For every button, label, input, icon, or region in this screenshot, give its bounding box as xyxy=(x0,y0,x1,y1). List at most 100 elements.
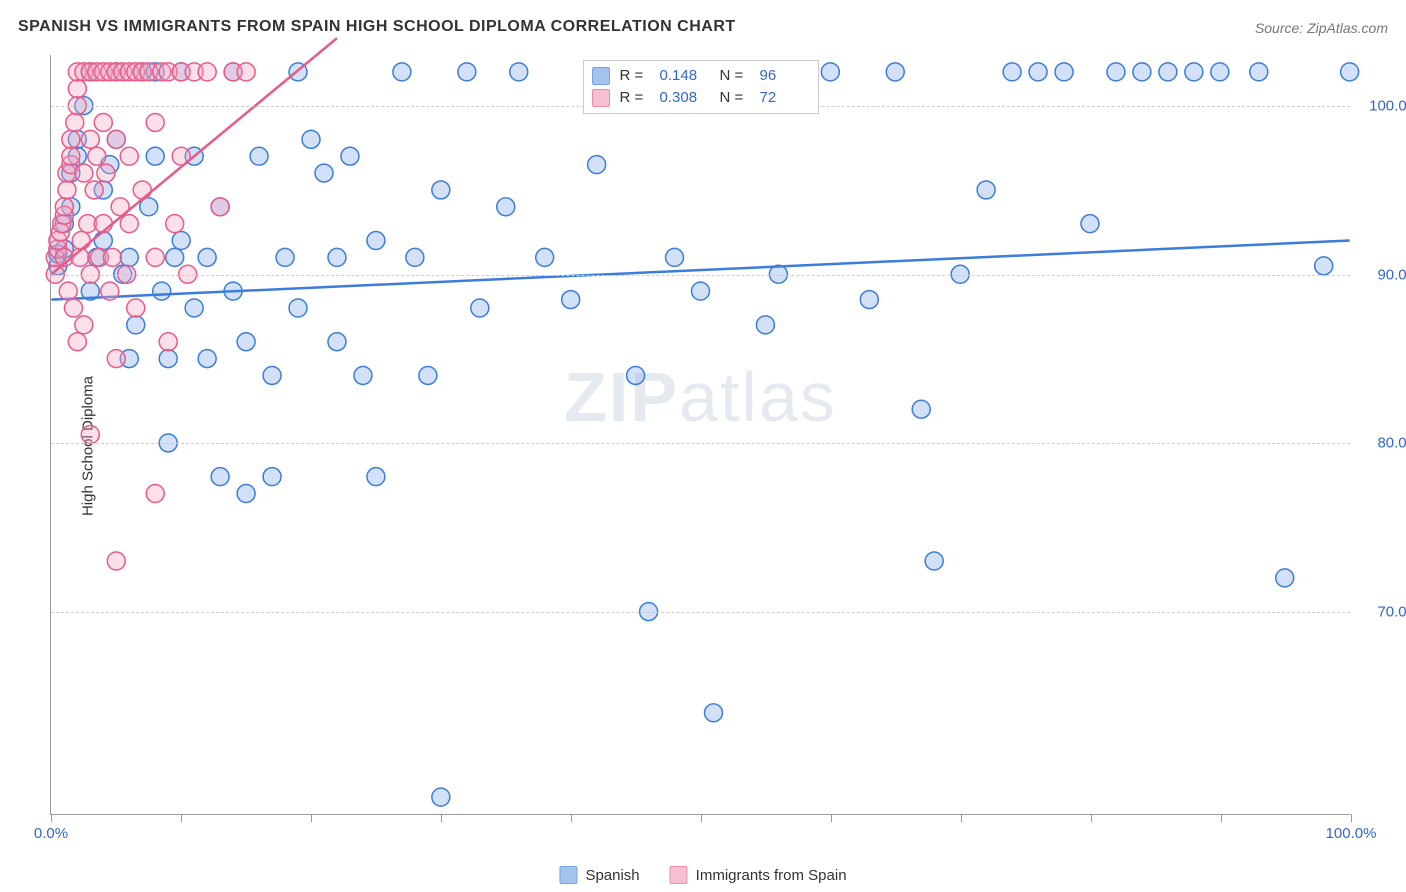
data-point xyxy=(146,113,164,131)
n-label: N = xyxy=(720,87,750,109)
y-tick-label: 70.0% xyxy=(1360,604,1406,621)
data-point xyxy=(627,366,645,384)
data-point xyxy=(432,181,450,199)
data-point xyxy=(58,181,76,199)
data-point xyxy=(886,63,904,81)
data-point xyxy=(367,468,385,486)
data-point xyxy=(94,113,112,131)
data-point xyxy=(1081,215,1099,233)
data-point xyxy=(68,333,86,351)
data-point xyxy=(276,248,294,266)
data-point xyxy=(85,181,103,199)
legend-row-immigrants: R = 0.308 N = 72 xyxy=(592,87,810,109)
data-point xyxy=(133,181,151,199)
x-tick xyxy=(701,814,702,822)
gridline xyxy=(51,275,1350,276)
data-point xyxy=(471,299,489,317)
x-tick xyxy=(311,814,312,822)
data-point xyxy=(432,788,450,806)
data-point xyxy=(198,350,216,368)
data-point xyxy=(68,80,86,98)
data-point xyxy=(315,164,333,182)
data-point xyxy=(821,63,839,81)
x-tick xyxy=(1091,814,1092,822)
data-point xyxy=(393,63,411,81)
x-tick xyxy=(51,814,52,822)
r-value-spanish: 0.148 xyxy=(660,65,710,87)
x-tick-label: 100.0% xyxy=(1326,825,1377,842)
data-point xyxy=(62,130,80,148)
swatch-immigrants xyxy=(592,89,610,107)
data-point xyxy=(860,291,878,309)
x-tick xyxy=(1221,814,1222,822)
data-point xyxy=(354,366,372,384)
data-point xyxy=(367,232,385,250)
data-point xyxy=(1133,63,1151,81)
data-point xyxy=(120,215,138,233)
data-point xyxy=(1107,63,1125,81)
data-point xyxy=(103,248,121,266)
plot-area: ZIPatlas R = 0.148 N = 96 R = 0.308 N = … xyxy=(50,55,1350,815)
data-point xyxy=(198,248,216,266)
data-point xyxy=(198,63,216,81)
data-point xyxy=(120,147,138,165)
data-point xyxy=(62,147,80,165)
r-label: R = xyxy=(620,87,650,109)
data-point xyxy=(237,63,255,81)
data-point xyxy=(120,248,138,266)
legend-row-spanish: R = 0.148 N = 96 xyxy=(592,65,810,87)
data-point xyxy=(127,316,145,334)
data-point xyxy=(250,147,268,165)
data-point xyxy=(172,232,190,250)
data-point xyxy=(1276,569,1294,587)
data-point xyxy=(912,400,930,418)
data-point xyxy=(107,552,125,570)
data-point xyxy=(1029,63,1047,81)
x-tick xyxy=(571,814,572,822)
legend-item-immigrants: Immigrants from Spain xyxy=(670,866,847,884)
data-point xyxy=(497,198,515,216)
data-point xyxy=(977,181,995,199)
data-point xyxy=(185,299,203,317)
data-point xyxy=(1211,63,1229,81)
n-value-immigrants: 72 xyxy=(760,87,810,109)
data-point xyxy=(146,485,164,503)
swatch-spanish xyxy=(592,67,610,85)
legend-label-immigrants: Immigrants from Spain xyxy=(696,867,847,884)
data-point xyxy=(1159,63,1177,81)
gridline xyxy=(51,612,1350,613)
data-point xyxy=(1250,63,1268,81)
data-point xyxy=(127,299,145,317)
data-point xyxy=(1185,63,1203,81)
data-point xyxy=(159,333,177,351)
data-point xyxy=(237,333,255,351)
data-point xyxy=(237,485,255,503)
data-point xyxy=(64,299,82,317)
data-point xyxy=(101,282,119,300)
source-label: Source: ZipAtlas.com xyxy=(1255,20,1388,36)
chart-title: SPANISH VS IMMIGRANTS FROM SPAIN HIGH SC… xyxy=(18,18,736,36)
data-point xyxy=(406,248,424,266)
data-point xyxy=(75,164,93,182)
data-point xyxy=(263,366,281,384)
x-tick xyxy=(961,814,962,822)
y-tick-label: 90.0% xyxy=(1360,266,1406,283)
data-point xyxy=(107,350,125,368)
swatch-immigrants-bottom xyxy=(670,866,688,884)
data-point xyxy=(704,704,722,722)
data-point xyxy=(166,248,184,266)
y-tick-label: 100.0% xyxy=(1360,97,1406,114)
data-point xyxy=(756,316,774,334)
n-value-spanish: 96 xyxy=(760,65,810,87)
data-point xyxy=(81,426,99,444)
data-point xyxy=(341,147,359,165)
gridline xyxy=(51,443,1350,444)
r-value-immigrants: 0.308 xyxy=(660,87,710,109)
data-point xyxy=(1341,63,1359,81)
data-point xyxy=(94,232,112,250)
data-point xyxy=(72,232,90,250)
data-point xyxy=(263,468,281,486)
data-point xyxy=(166,215,184,233)
data-point xyxy=(55,198,73,216)
data-point xyxy=(692,282,710,300)
